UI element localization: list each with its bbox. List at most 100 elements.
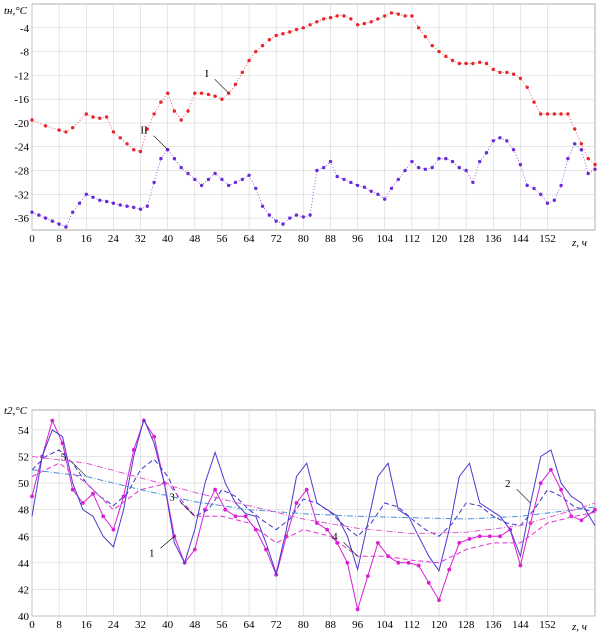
bottom-annotation-label: 5 xyxy=(61,451,67,463)
bottom-series-1-point xyxy=(50,418,55,423)
top-x-tick-label: 56 xyxy=(216,233,228,245)
top-series-2-point xyxy=(444,156,448,161)
top-series-2-point xyxy=(518,162,523,167)
bottom-series-1-point xyxy=(406,560,411,565)
bottom-x-tick-label: 136 xyxy=(485,619,502,631)
top-series-2-point xyxy=(145,204,149,208)
top-y-tick-label: -16 xyxy=(14,94,29,106)
bottom-y-tick-label: 44 xyxy=(18,558,30,570)
bottom-series-1-point xyxy=(243,514,248,519)
top-x-axis-label: z, ч xyxy=(571,237,587,249)
top-series-2-point xyxy=(450,159,455,164)
top-series-1-point xyxy=(559,112,563,116)
bottom-series-1-point xyxy=(264,547,268,552)
top-series-2-point xyxy=(179,165,183,170)
top-series-1-point xyxy=(281,32,285,36)
top-series-2-point xyxy=(437,156,441,161)
top-annotation-leader xyxy=(214,78,229,94)
top-series-2-point xyxy=(491,139,495,143)
bottom-series-1-point xyxy=(467,537,472,541)
bottom-series-1-point xyxy=(426,580,431,585)
bottom-series-1-point xyxy=(91,491,95,496)
top-series-1-point xyxy=(179,118,183,122)
bottom-series-6-line xyxy=(31,456,596,535)
top-series-1-point xyxy=(389,11,394,15)
top-grid xyxy=(31,3,596,231)
bottom-y-tick-label: 48 xyxy=(18,505,30,517)
top-series-1-point xyxy=(132,148,136,152)
top-x-tick-label: 136 xyxy=(485,233,502,245)
bottom-x-tick-label: 72 xyxy=(271,619,282,631)
bottom-x-tick-label: 56 xyxy=(216,619,228,631)
top-series-1-point xyxy=(342,14,346,18)
top-series-2-point xyxy=(579,148,584,152)
top-series-1-point xyxy=(349,17,353,21)
top-x-tick-label: 0 xyxy=(29,233,35,245)
top-series-1-point xyxy=(525,85,529,90)
top-series-1-point xyxy=(464,61,468,66)
ambient-temperature-chart: 0 8 16 24 32 40 48 56 64 72 80 88 96 104 112 120 128 136 1… xyxy=(4,3,597,249)
top-series-2-point xyxy=(199,183,204,188)
top-series-1-point xyxy=(98,116,102,120)
top-series-1-point xyxy=(566,112,570,116)
top-series-2-point xyxy=(50,219,54,223)
bottom-series-1-point xyxy=(294,501,299,505)
top-y-tick-label: -28 xyxy=(14,166,29,178)
top-series-1-point xyxy=(159,100,163,104)
top-series-1-point xyxy=(532,100,536,104)
bottom-y-tick-label: 54 xyxy=(18,425,30,437)
top-series-1-point xyxy=(274,33,278,38)
top-series-2-point xyxy=(132,205,136,210)
top-x-tick-label: 72 xyxy=(271,233,282,245)
top-series-2-point xyxy=(104,199,109,204)
top-series-2-point xyxy=(430,165,434,170)
top-series-1-point xyxy=(511,72,516,76)
top-series-2-point xyxy=(274,219,278,223)
top-series-1-point xyxy=(586,156,590,161)
bottom-series-1-point xyxy=(131,448,136,452)
top-series-1-point xyxy=(369,20,373,24)
top-series-1-point xyxy=(545,112,550,116)
bottom-x-tick-label: 64 xyxy=(244,619,256,631)
bottom-series-1-point xyxy=(538,481,543,485)
bottom-y-tick-label: 46 xyxy=(18,531,30,543)
top-series-2-point xyxy=(37,213,41,217)
top-x-tick-label: 32 xyxy=(135,233,146,245)
top-series-2-point xyxy=(471,180,475,185)
coolant-temperature-chart: 0 8 16 24 32 40 48 56 64 72 80 88 96 104 112 120 128 136 1… xyxy=(4,405,597,633)
top-series-1-point xyxy=(471,61,475,66)
top-series-1-point xyxy=(362,21,367,26)
bottom-series-1-line xyxy=(31,419,596,612)
top-series-2-point xyxy=(389,186,394,191)
top-series-2-point xyxy=(355,183,360,188)
top-series-1-point xyxy=(288,30,292,34)
bottom-series-2-line xyxy=(31,417,596,576)
bottom-x-axis-label: z, ч xyxy=(571,621,587,633)
top-series-1-point xyxy=(247,58,251,63)
top-series-2-point xyxy=(335,174,339,179)
top-series-2-point xyxy=(57,222,61,226)
bottom-x-tick-label: 8 xyxy=(56,619,62,631)
top-series-1-point xyxy=(30,118,34,122)
top-x-tick-label: 16 xyxy=(81,233,93,245)
top-series-1-point xyxy=(186,109,190,113)
top-series-2-point xyxy=(159,156,163,161)
top-series-1-point xyxy=(145,127,149,131)
bottom-y-axis-label: t2,°C xyxy=(4,405,28,417)
top-y-tick-label: -12 xyxy=(14,70,29,82)
top-series-2-point xyxy=(71,210,75,214)
top-series-2-point xyxy=(403,168,407,173)
top-series-1-point xyxy=(315,20,319,24)
bottom-x-tick-label: 48 xyxy=(189,619,201,631)
top-y-tick-label: -24 xyxy=(14,142,29,154)
top-series-2-point xyxy=(227,183,231,188)
top-series-1-point xyxy=(573,127,577,131)
bottom-x-tick-label: 24 xyxy=(108,619,120,631)
top-y-tick-label: -32 xyxy=(14,189,29,201)
bottom-y-tick-label: 50 xyxy=(18,478,30,490)
top-series-2-point xyxy=(410,159,414,164)
top-series-2-point xyxy=(328,159,333,164)
bottom-ticks: 0 8 16 24 32 40 48 56 64 72 80 88 96 104 112 120 128 136 1… xyxy=(18,425,556,631)
top-x-tick-label: 104 xyxy=(376,233,393,245)
